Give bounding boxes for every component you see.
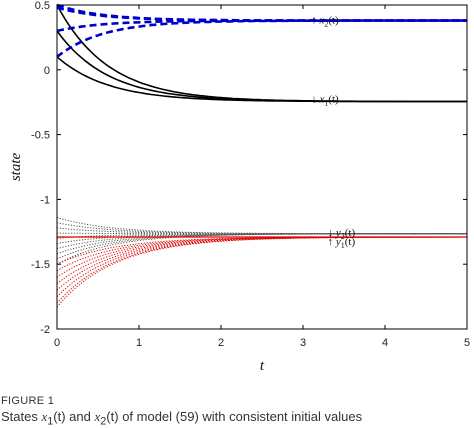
annotation-part: ↑ — [328, 236, 336, 248]
annotation-part: y — [335, 236, 341, 248]
caption-x2-argument: (t) — [106, 409, 119, 424]
annotation-part: ↑ — [311, 14, 319, 26]
annotation-part: 2 — [324, 19, 328, 28]
annotation-part: y — [335, 227, 341, 239]
annotation-part: ↓ — [328, 227, 336, 239]
x2-trajectory-4 — [56, 6, 467, 22]
annotation-part: 2 — [341, 232, 345, 241]
x-axis-title: t — [260, 358, 265, 374]
caption-x1-subscript: 1 — [47, 415, 54, 428]
x1-trajectory-2 — [56, 56, 467, 103]
y1-trajectory-19 — [56, 236, 467, 272]
state-trajectory-chart: 0 1 2 3 4 5-2-1.5-1-0.500.5 ↑ x2(t)↓ x1(t)↓ y… — [8, 0, 470, 374]
y1-trajectory-22 — [56, 236, 467, 291]
caption-x2-subscript: 2 — [100, 415, 107, 428]
figure-caption: States x1(t) and x2(t) of model (59) wit… — [1, 409, 362, 428]
annotation-part: (t) — [345, 227, 356, 239]
y2-trajectory-13 — [56, 233, 467, 250]
y2-trajectory-7 — [56, 217, 467, 235]
y-tick-label: 0.5 — [35, 0, 50, 12]
y1-trajectory-20 — [56, 236, 467, 278]
caption-x2-symbol: x — [94, 409, 101, 424]
annotation-part: (t) — [328, 14, 339, 26]
tick-layer: 0 1 2 3 4 5-2-1.5-1-0.500.5 — [31, 0, 470, 349]
y-tick-label: 0 — [44, 65, 50, 77]
annotation-x1: ↓ x1(t) — [311, 93, 339, 107]
caption-text-before: States — [1, 409, 42, 424]
y-axis-title: state — [8, 152, 24, 181]
y-tick-label: -1.5 — [31, 259, 50, 271]
y1-trajectory-24 — [56, 236, 467, 304]
x2-trajectory-3 — [56, 3, 468, 22]
x-tick-label: 2 — [218, 337, 224, 349]
y1-trajectory-25 — [56, 236, 468, 308]
annotation-layer: ↑ x2(t)↓ x1(t)↓ y2(t)↑ y1(t) — [311, 14, 355, 250]
y2-trajectory-15 — [56, 233, 467, 260]
figure-label: FIGURE 1 — [1, 395, 55, 407]
annotation-part: (t) — [328, 93, 339, 105]
annotation-part: x — [318, 93, 324, 105]
annotation-y1: ↑ y1(t) — [328, 236, 356, 250]
x2-trajectory-5 — [56, 19, 467, 33]
annotation-part: ↓ — [311, 93, 319, 105]
x-tick-label: 1 — [136, 337, 142, 349]
y1-trajectory-23 — [56, 236, 467, 297]
caption-text-middle: and — [65, 409, 95, 424]
x1-trajectory-1 — [56, 30, 467, 103]
annotation-x2: ↑ x2(t) — [311, 14, 339, 28]
series-layer — [56, 3, 468, 308]
caption-x1-argument: (t) — [53, 409, 66, 424]
x-tick-label: 3 — [300, 337, 306, 349]
x-tick-label: 0 — [54, 337, 60, 349]
plot-frame — [56, 4, 468, 330]
x-tick-label: 4 — [382, 337, 388, 349]
caption-x1-symbol: x — [41, 409, 48, 424]
annotation-part: 1 — [341, 241, 345, 250]
annotation-part: 1 — [324, 98, 328, 107]
annotation-y2: ↓ y2(t) — [328, 227, 356, 241]
y-tick-label: -1 — [40, 194, 50, 206]
caption-text-after: of model (59) with consistent initial va… — [118, 409, 363, 424]
y-tick-label: -0.5 — [31, 130, 50, 142]
x2-trajectory-6 — [56, 19, 467, 58]
annotation-part: (t) — [345, 236, 356, 248]
annotation-part: x — [318, 14, 324, 26]
y-tick-label: -2 — [40, 324, 50, 336]
x-tick-label: 5 — [464, 337, 470, 349]
